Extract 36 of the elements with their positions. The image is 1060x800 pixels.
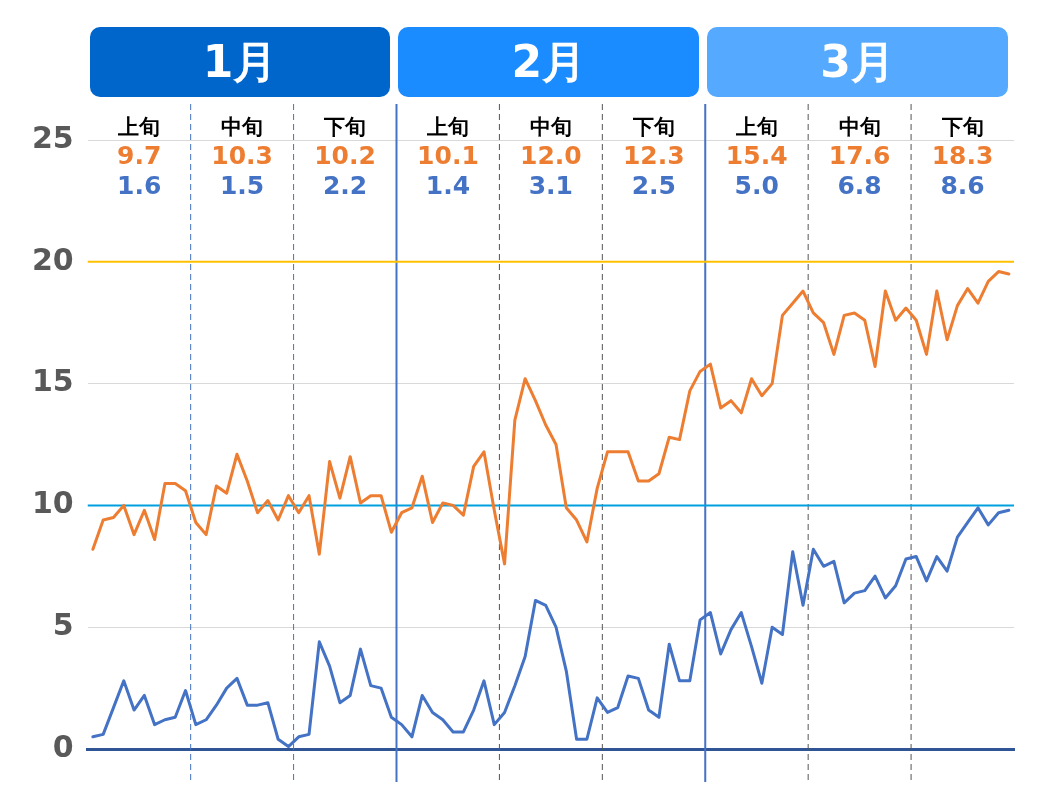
y-tick-label: 5 xyxy=(52,607,74,642)
annotation: 2.5 xyxy=(630,171,677,200)
y-tick-label: 0 xyxy=(52,728,74,764)
annotation: 12.3 xyxy=(621,141,686,170)
annotation: 18.3 xyxy=(930,141,995,170)
y-tick-label: 15 xyxy=(32,363,74,399)
annotation: 15.4 xyxy=(724,141,789,170)
annotation: 10.2 xyxy=(313,141,377,170)
annotation: 3.1 xyxy=(527,171,574,200)
text: 下旬 xyxy=(940,114,985,141)
text: 上旬 xyxy=(425,114,470,141)
y-tick-label: 25 xyxy=(32,119,74,155)
annotation: 1.5 xyxy=(218,171,266,200)
annotation: 12.0 xyxy=(519,141,583,170)
annotation: 10.1 xyxy=(416,141,480,170)
y-tick-label: 10 xyxy=(32,485,74,521)
annotation: 6.8 xyxy=(836,171,883,200)
annotation: 1.6 xyxy=(116,171,163,200)
annotation: 2.2 xyxy=(321,171,369,200)
text: 下旬 xyxy=(323,114,368,141)
text: 下旬 xyxy=(631,114,676,141)
annotation: 5.0 xyxy=(733,171,780,200)
text: 上旬 xyxy=(117,114,162,141)
text: 中旬 xyxy=(528,114,573,141)
text: 3月 xyxy=(707,27,1008,97)
y-tick-label: 20 xyxy=(32,241,74,277)
text: 上旬 xyxy=(734,114,779,141)
text: 2月 xyxy=(398,27,700,97)
annotation: 1.4 xyxy=(424,171,472,200)
text: 1月 xyxy=(89,27,391,97)
text: 中旬 xyxy=(837,114,882,141)
annotation: 10.3 xyxy=(210,141,274,170)
text: 中旬 xyxy=(220,114,265,141)
annotation: 8.6 xyxy=(939,171,986,200)
annotation: 17.6 xyxy=(827,141,892,170)
annotation: 9.7 xyxy=(116,141,163,170)
